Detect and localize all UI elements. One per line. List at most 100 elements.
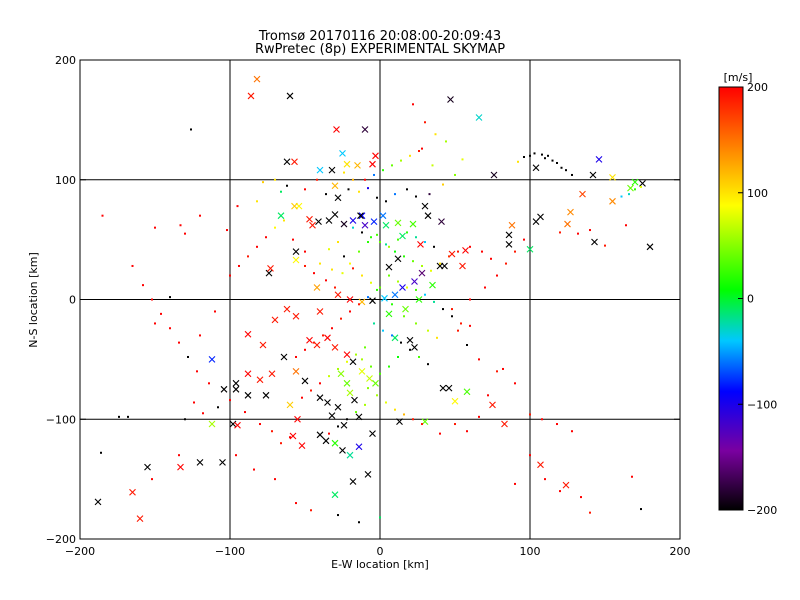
data-point-cross [609,173,616,181]
data-point-dot [388,274,390,277]
data-point-dot [367,187,369,190]
data-point-cross [627,184,634,192]
data-point-dot [325,193,327,196]
data-point-cross [351,396,358,404]
data-point-dot [529,454,531,457]
data-point-dot [358,521,360,524]
data-point-cross [418,269,426,277]
data-point-dot [154,226,156,229]
data-point-dot [337,241,339,244]
data-point-cross [489,401,496,409]
x-axis-ticks: −200 −100 0 100 200 [65,60,691,558]
data-point-cross [579,190,586,198]
data-point-dot [367,241,369,244]
x-tick-label: −200 [65,545,95,558]
data-point-cross [324,399,331,406]
data-point-cross [331,344,339,351]
data-point-cross [262,391,270,399]
colorbar-label: [m/s] [724,71,753,84]
data-point-dot [376,233,378,236]
data-point-dot [478,358,480,361]
data-point-cross [424,212,432,220]
data-point-dot [160,312,162,315]
data-point-dot [337,425,339,428]
data-point-dot [431,164,434,167]
data-point-dot [346,418,348,421]
x-tick-label: 200 [670,545,691,558]
data-point-dot [391,334,393,337]
data-point-dot [331,327,333,330]
data-point-cross [417,241,424,248]
data-point-dot [358,303,360,306]
data-point-dot [640,185,642,188]
data-point-cross [447,96,454,103]
data-point-dot [412,418,414,421]
data-point-dot [385,200,387,203]
data-point-cross [232,379,240,387]
data-point-cross [234,421,241,429]
data-point-cross [439,384,447,392]
data-point-cross [334,194,342,202]
data-point-cross [229,420,237,428]
data-point-cross [349,217,357,224]
data-point-dot [403,315,405,318]
data-point-cross [283,158,291,166]
data-point-cross [339,150,346,157]
data-point-dot [427,329,429,332]
data-point-dot [415,288,417,291]
data-point-cross [451,397,459,405]
data-point-dot [286,184,288,187]
data-point-cross [361,221,369,229]
data-point-dot [340,317,342,320]
data-point-dot [457,250,459,253]
data-point-dot [496,370,498,373]
data-point-dot [397,238,399,241]
data-point-cross [334,291,342,299]
data-point-cross [358,212,366,220]
data-point-cross [394,255,402,263]
data-point-dot [304,188,306,191]
data-point-cross [309,221,316,229]
data-point-cross [208,355,216,363]
data-point-dot [461,158,464,161]
data-point-dot [428,193,431,196]
data-point-cross [402,305,409,313]
data-point-dot [424,293,426,296]
data-point-dot [466,430,468,433]
data-point-dot [454,173,456,176]
data-point-dot [202,412,204,415]
data-point-cross [346,451,354,459]
data-point-dot [256,245,258,248]
data-point-dot [418,355,420,358]
data-point-dot [349,262,351,265]
data-points [94,75,654,524]
data-point-cross [316,431,324,439]
data-point-cross [331,491,339,499]
data-point-dot [514,382,516,385]
data-point-cross [232,385,240,393]
x-tick-label: −100 [215,545,245,558]
data-point-dot [418,150,420,153]
data-point-dot [394,193,396,196]
data-point-dot [151,298,153,301]
data-point-dot [313,272,315,275]
data-point-cross [328,166,336,174]
data-point-cross [325,217,333,224]
data-point-cross [631,178,639,186]
data-point-dot [292,238,294,241]
data-point-cross [646,243,654,251]
data-point-dot [310,389,312,392]
data-point-cross [277,212,285,220]
data-point-dot [556,161,558,164]
data-point-cross [505,241,513,248]
data-point-dot [178,341,180,344]
data-point-dot [361,358,363,361]
data-point-dot [397,280,399,283]
data-point-dot [394,250,396,253]
chart-title: Tromsø 20170116 20:08:00-20:09:43 [258,29,501,44]
data-point-cross [372,152,379,160]
data-point-dot [560,166,563,169]
data-point-cross [291,158,298,166]
data-point-dot [346,360,348,363]
data-point-cross [316,308,324,315]
